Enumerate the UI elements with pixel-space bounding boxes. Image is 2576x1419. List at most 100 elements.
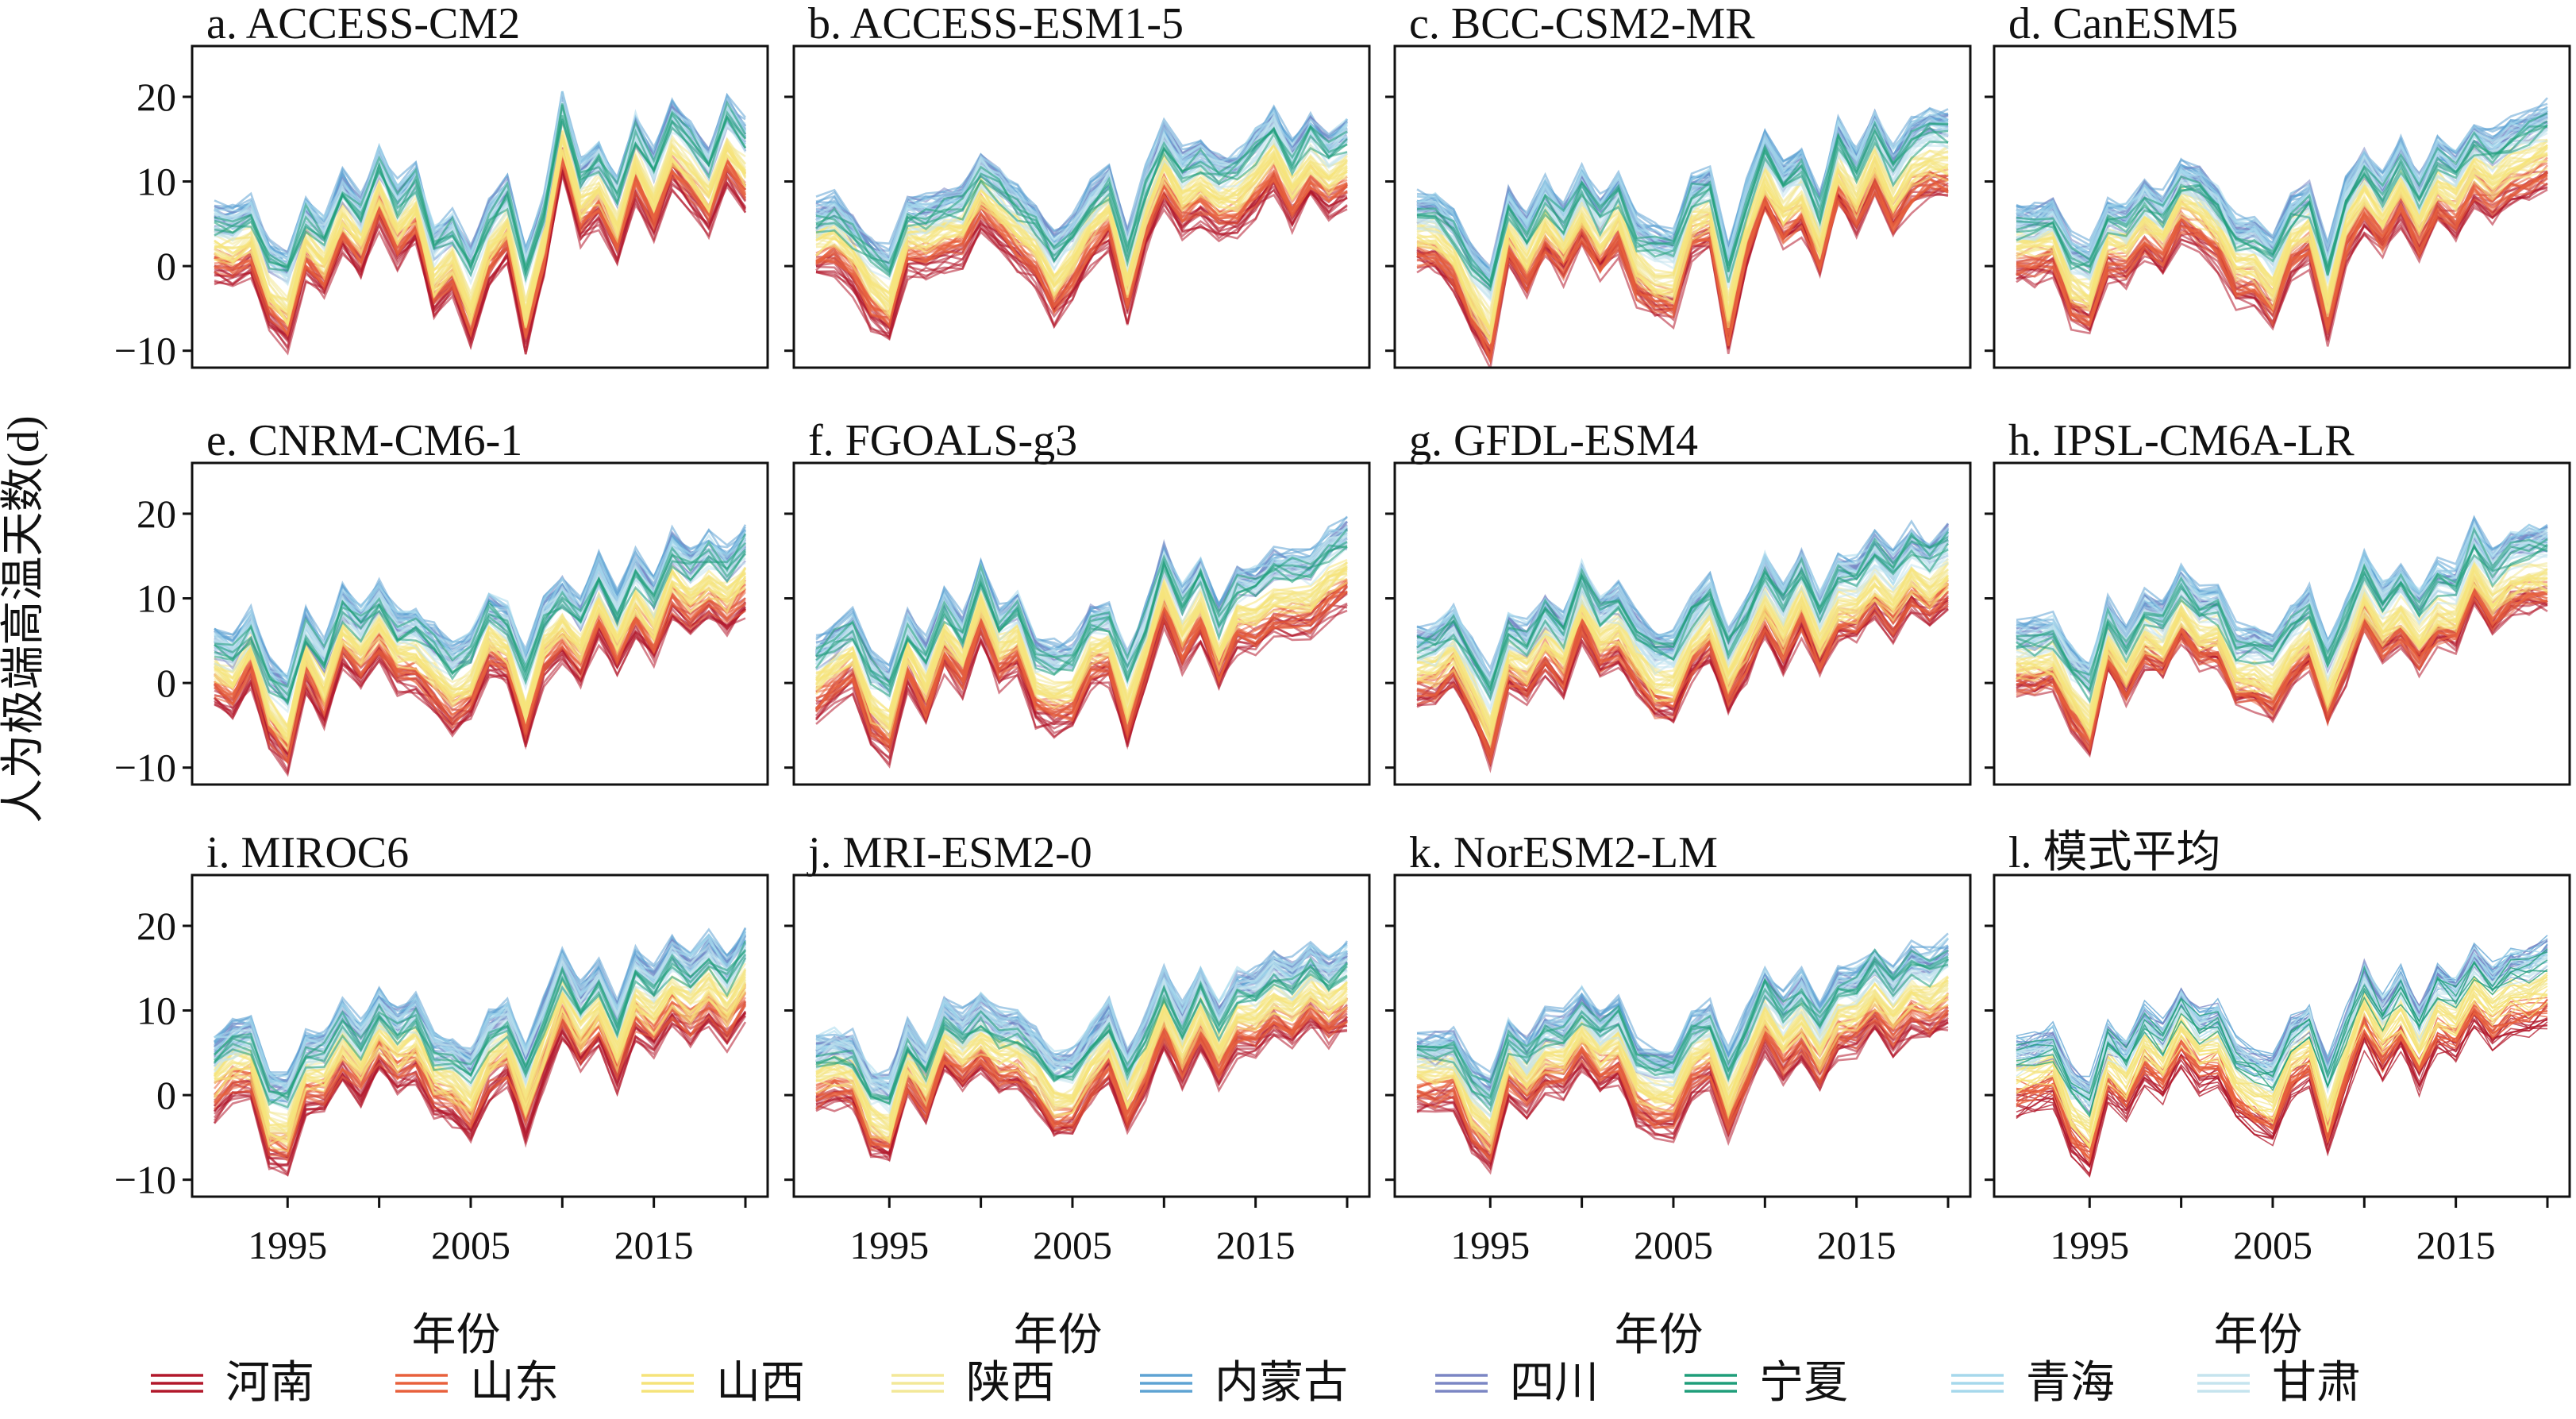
series-line <box>1416 127 1949 288</box>
series-line <box>1416 1020 1949 1170</box>
series-line <box>214 164 746 337</box>
series-lines <box>814 515 1349 769</box>
series-line <box>2016 538 2548 676</box>
series-line <box>2016 994 2548 1143</box>
x-tick-label: 2005 <box>1634 1223 1713 1267</box>
panel-frame <box>1393 873 1972 1198</box>
panel-title: d. CanESM5 <box>2008 0 2238 48</box>
y-tick-label: 10 <box>137 576 176 621</box>
x-axis-label: 年份 <box>1014 1311 1103 1360</box>
x-tick-label: 2015 <box>614 1223 694 1267</box>
series-line <box>1416 936 1949 1078</box>
series-line <box>1416 955 1949 1101</box>
series-line <box>2016 125 2548 276</box>
x-tick-label: 2005 <box>1033 1223 1112 1267</box>
series-line <box>2016 993 2548 1149</box>
y-tick-label: −10 <box>114 746 176 790</box>
series-line <box>2016 970 2548 1116</box>
panel: f. FGOALS-g3 <box>784 416 1371 786</box>
legend-item: 宁夏 <box>1685 1359 1848 1408</box>
series-line <box>2016 937 2548 1097</box>
legend-item: 青海 <box>1951 1359 2115 1408</box>
panel-title: j. MRI-ESM2-0 <box>807 828 1092 877</box>
x-tick-label: 1995 <box>1450 1223 1530 1267</box>
panel: i. MIROC6 −10 0 10 20 1995 2005 2015 <box>114 828 769 1267</box>
series-lines <box>214 91 747 356</box>
series-line <box>815 949 1348 1090</box>
legend-item: 四川 <box>1435 1359 1599 1408</box>
legend-item: 山东 <box>395 1359 559 1408</box>
series-line <box>814 528 1348 686</box>
panel-title: i. MIROC6 <box>206 828 409 877</box>
x-tick-label: 2005 <box>431 1223 510 1267</box>
series-line <box>1416 581 1949 738</box>
panel: c. BCC-CSM2-MR <box>1385 0 1972 369</box>
series-line <box>2016 175 2548 330</box>
series-line <box>1416 531 1949 685</box>
panel-frame <box>792 873 1371 1198</box>
series-line <box>815 1004 1348 1139</box>
series-line <box>214 949 747 1107</box>
legend-item: 陕西 <box>891 1359 1055 1408</box>
series-line <box>815 980 1348 1121</box>
series-line <box>815 956 1349 1101</box>
panel-frame <box>1393 44 1972 369</box>
panel: a. ACCESS-CM2 −10 0 10 20 <box>114 0 769 373</box>
panel-title: f. FGOALS-g3 <box>808 416 1077 465</box>
series-lines <box>213 524 747 777</box>
series-line <box>1416 160 1949 332</box>
x-axis-labels: 年份 年份 年份 年份 <box>412 1311 2303 1360</box>
series-line <box>214 957 747 1109</box>
legend-label: 四川 <box>1510 1359 1599 1408</box>
series-line <box>214 567 746 743</box>
series-line <box>214 548 747 704</box>
panel-title: k. NorESM2-LM <box>1409 828 1718 877</box>
series-line <box>815 964 1348 1099</box>
legend-label: 内蒙古 <box>1215 1359 1348 1408</box>
y-tick-label: 20 <box>137 75 176 119</box>
series-line <box>1416 596 1949 765</box>
legend-label: 河南 <box>225 1359 314 1408</box>
legend-label: 陕西 <box>966 1359 1055 1408</box>
legend-item: 山西 <box>641 1359 805 1408</box>
series-lines <box>2016 935 2548 1178</box>
series-lines <box>1416 106 1949 368</box>
legend-label: 青海 <box>2026 1359 2115 1408</box>
x-tick-label: 2015 <box>1216 1223 1296 1267</box>
series-lines <box>213 927 747 1177</box>
series-line <box>2016 553 2548 704</box>
series-line <box>814 565 1349 721</box>
series-line <box>214 533 747 688</box>
series-line <box>1416 1008 1950 1155</box>
series-line <box>815 545 1348 698</box>
series-line <box>2016 950 2548 1102</box>
series-lines <box>1416 519 1950 773</box>
series-line <box>815 156 1348 320</box>
panel-frame <box>1393 461 1972 786</box>
series-lines <box>815 940 1349 1163</box>
legend-label: 山西 <box>716 1359 805 1408</box>
legend-label: 甘肃 <box>2272 1359 2361 1408</box>
series-line <box>2016 160 2548 304</box>
series-line <box>214 580 746 746</box>
panel: g. GFDL-ESM4 <box>1385 416 1972 786</box>
panel: h. IPSL-CM6A-LR <box>1985 416 2571 786</box>
series-line <box>815 573 1348 722</box>
y-tick-label: 0 <box>156 244 176 288</box>
legend-item: 河南 <box>151 1359 314 1408</box>
x-tick-label: 2015 <box>1817 1223 1896 1267</box>
series-line <box>213 1000 747 1151</box>
y-tick-label: 20 <box>137 492 176 536</box>
panel-title: h. IPSL-CM6A-LR <box>2008 416 2355 465</box>
series-line <box>1416 990 1949 1136</box>
series-line <box>213 1011 747 1177</box>
series-line <box>815 125 1348 272</box>
series-line <box>2016 577 2548 727</box>
panel: b. ACCESS-ESM1-5 <box>784 0 1371 369</box>
panel-frame <box>792 461 1371 786</box>
panel-title: e. CNRM-CM6-1 <box>206 416 522 465</box>
series-line <box>214 100 747 272</box>
legend: 河南 山东 山西 陕西 内蒙古 四川 宁夏 青海 甘肃 <box>151 1359 2361 1408</box>
series-line <box>2016 542 2548 704</box>
